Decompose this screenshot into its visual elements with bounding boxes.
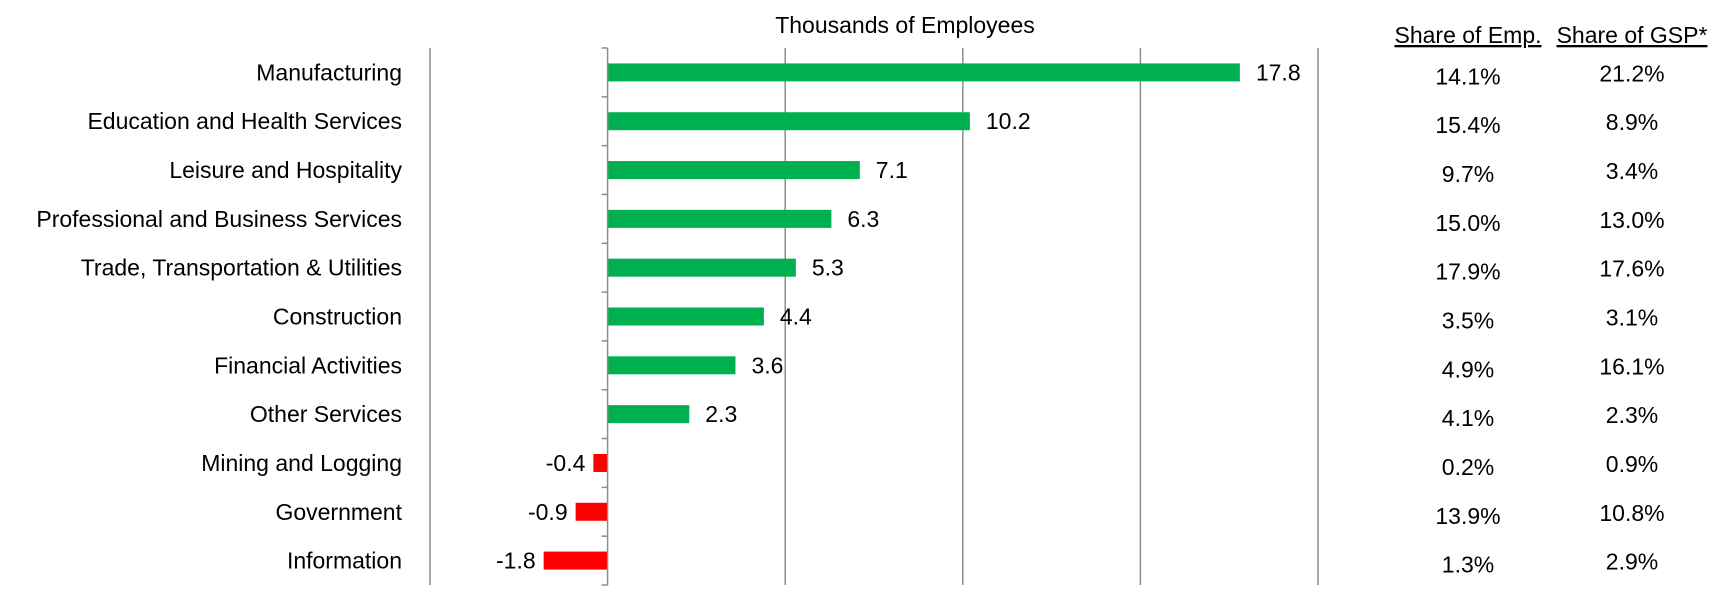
category-label: Education and Health Services — [87, 108, 402, 134]
data-label: -0.9 — [528, 499, 568, 525]
share-emp-value: 0.2% — [1442, 454, 1494, 480]
share-emp-value: 9.7% — [1442, 161, 1494, 187]
gridlines — [429, 48, 1319, 585]
data-label: 3.6 — [751, 352, 783, 378]
share-gsp-value: 21.2% — [1599, 60, 1664, 86]
bar — [607, 63, 1240, 82]
share-gsp-value: 17.6% — [1599, 256, 1664, 282]
bars — [543, 63, 1240, 570]
bar — [593, 453, 608, 472]
labels: -5.00.05.010.015.020.0Manufacturing17.8E… — [36, 59, 1340, 603]
share-table: 14.1% 21.2% 15.4% 8.9% 9.7% 3.4% 15.0% 13.0% 17.… — [1435, 60, 1664, 577]
category-label: Other Services — [250, 401, 402, 427]
share-emp-value: 4.9% — [1442, 356, 1494, 382]
bar — [607, 258, 796, 277]
share-emp-value: 15.0% — [1435, 210, 1500, 236]
data-label: 6.3 — [847, 206, 879, 232]
category-label: Professional and Business Services — [36, 206, 402, 232]
bar — [575, 502, 608, 521]
share-emp-value: 13.9% — [1435, 503, 1500, 529]
category-label: Government — [275, 499, 402, 525]
share-gsp-value: 2.3% — [1606, 402, 1658, 428]
bar — [543, 551, 608, 570]
share-emp-value: 3.5% — [1442, 308, 1494, 334]
data-label: 10.2 — [986, 108, 1031, 134]
category-label: Information — [287, 548, 402, 574]
data-label: 4.4 — [780, 304, 812, 330]
share-gsp-value: 16.1% — [1599, 353, 1664, 379]
share-emp-value: 14.1% — [1435, 63, 1500, 89]
share-gsp-value: 0.9% — [1606, 451, 1658, 477]
share-gsp-value: 10.8% — [1599, 500, 1664, 526]
category-label: Trade, Transportation & Utilities — [81, 255, 402, 281]
share-emp-value: 1.3% — [1442, 552, 1494, 578]
category-label: Leisure and Hospitality — [169, 157, 402, 183]
share-gsp-value: 2.9% — [1606, 549, 1658, 575]
data-label: 7.1 — [876, 157, 908, 183]
share-gsp-value: 3.4% — [1606, 158, 1658, 184]
share-gsp-value: 3.1% — [1606, 305, 1658, 331]
share-gsp-header: Share of GSP* — [1557, 22, 1708, 48]
share-emp-value: 4.1% — [1442, 405, 1494, 431]
category-label: Manufacturing — [256, 59, 402, 85]
share-emp-value: 17.9% — [1435, 259, 1500, 285]
share-gsp-value: 8.9% — [1606, 109, 1658, 135]
bar — [607, 161, 860, 180]
category-label: Mining and Logging — [201, 450, 402, 476]
data-label: 17.8 — [1256, 59, 1301, 85]
bar — [607, 356, 736, 375]
share-emp-value: 15.4% — [1435, 112, 1500, 138]
bar — [607, 209, 832, 228]
bar — [607, 307, 764, 326]
data-label: 2.3 — [705, 401, 737, 427]
data-label: 5.3 — [812, 255, 844, 281]
chart-title: Thousands of Employees — [775, 12, 1035, 38]
data-label: -0.4 — [546, 450, 586, 476]
axes — [601, 47, 609, 586]
category-label: Construction — [273, 304, 402, 330]
bar — [607, 405, 690, 424]
bar — [607, 112, 970, 131]
data-label: -1.8 — [496, 548, 536, 574]
category-label: Financial Activities — [214, 352, 402, 378]
share-gsp-value: 13.0% — [1599, 207, 1664, 233]
share-emp-header: Share of Emp. — [1394, 22, 1541, 48]
